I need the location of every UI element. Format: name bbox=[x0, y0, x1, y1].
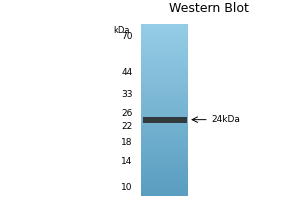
Text: 18: 18 bbox=[121, 138, 132, 147]
Text: 70: 70 bbox=[121, 32, 132, 41]
Text: Western Blot: Western Blot bbox=[169, 2, 249, 15]
Text: 26: 26 bbox=[121, 109, 132, 118]
Text: 10: 10 bbox=[121, 183, 132, 192]
Text: 33: 33 bbox=[121, 90, 132, 99]
Text: 22: 22 bbox=[121, 122, 132, 131]
Text: 14: 14 bbox=[121, 157, 132, 166]
Text: 44: 44 bbox=[121, 68, 132, 77]
Text: 24kDa: 24kDa bbox=[212, 115, 241, 124]
Text: kDa: kDa bbox=[113, 26, 129, 35]
